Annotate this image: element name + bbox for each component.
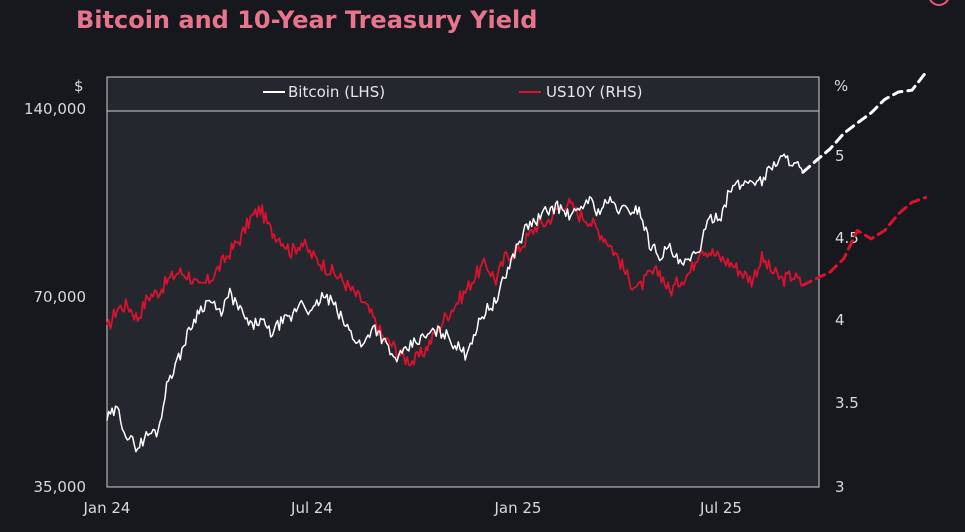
us10y-projection-line (801, 195, 928, 287)
chart-title: Bitcoin and 10-Year Treasury Yield (76, 6, 538, 34)
bitcoin-line (106, 153, 804, 453)
x-tick-label: Jan 24 (83, 499, 131, 517)
us10y-line (106, 197, 804, 367)
x-tick-label: Jan 25 (494, 499, 542, 517)
left-tick-label: 140,000 (24, 100, 86, 118)
left-tick-label: 70,000 (34, 288, 87, 306)
right-tick-label: 3.5 (835, 394, 859, 412)
left-tick-label: 35,000 (34, 478, 87, 496)
x-tick-label: Jul 24 (290, 499, 333, 517)
left-axis-unit: $ (74, 77, 84, 95)
right-axis-unit: % (834, 77, 848, 95)
legend-bitcoin-label: Bitcoin (LHS) (288, 83, 385, 101)
x-tick-label: Jul 25 (699, 499, 742, 517)
plot-area (106, 76, 820, 488)
right-tick-label: 5 (835, 147, 845, 165)
series-layer (106, 71, 928, 453)
right-tick-label: 4 (835, 311, 845, 329)
legend-us10y-label: US10Y (RHS) (546, 83, 642, 101)
bitcoin-projection-line (801, 71, 928, 174)
right-tick-label: 3 (835, 478, 845, 496)
